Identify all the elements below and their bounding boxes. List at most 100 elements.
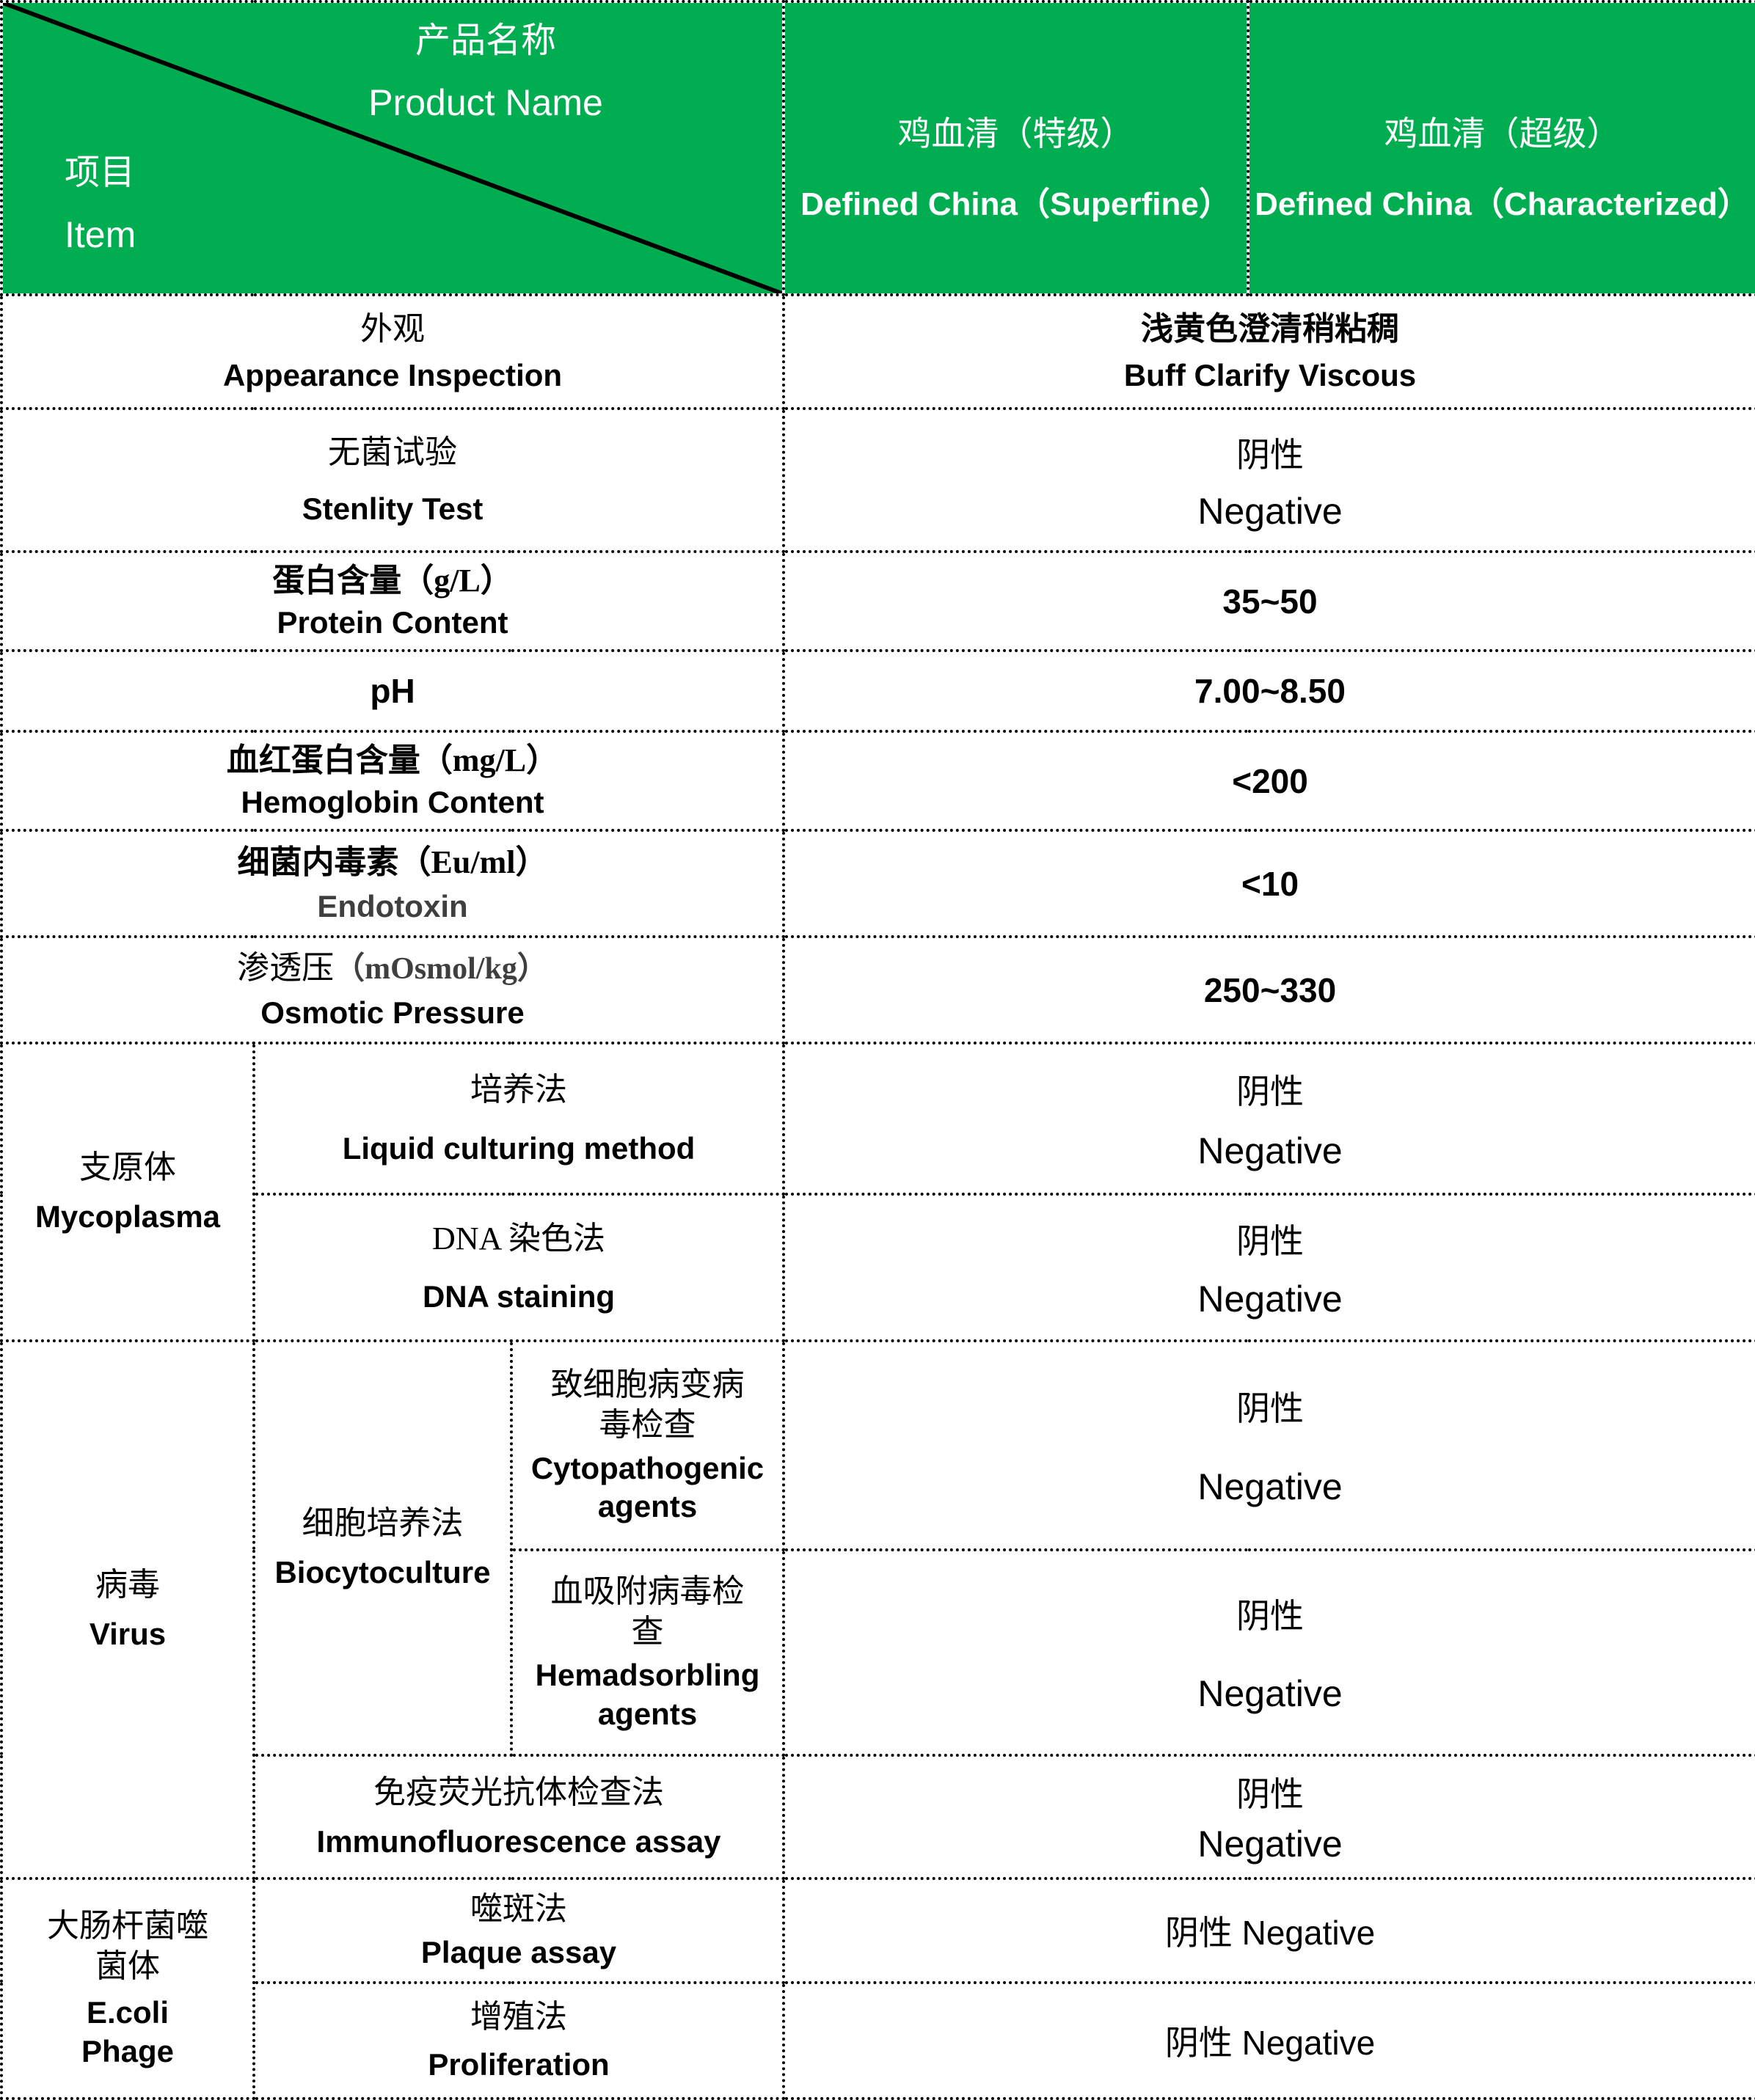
group-ecoli-label: 大肠杆菌噬菌体 E.coli Phage bbox=[0, 1876, 255, 2100]
protein-en: Protein Content bbox=[277, 604, 508, 640]
row-cytopathogenic-label: 致细胞病变病毒检查 Cytopathogenic agents bbox=[509, 1339, 786, 1551]
appearance-value-en: Buff Clarify Viscous bbox=[1123, 358, 1417, 393]
row-plaque-label: 噬斑法 Plaque assay bbox=[252, 1876, 786, 1984]
immunofluorescence-en: Immunofluorescence assay bbox=[316, 1824, 721, 1859]
header-col-superfine: 鸡血清（特级） Defined China（Superfine） bbox=[782, 0, 1250, 297]
row-hemoglobin-value: <200 bbox=[782, 730, 1755, 833]
hemadsorbling-en: Hemadsorbling agents bbox=[535, 1658, 760, 1731]
proliferation-zh: 增殖法 bbox=[470, 1999, 567, 2035]
hemoglobin-en: Hemoglobin Content bbox=[241, 785, 544, 819]
row-plaque-value: 阴性 Negative bbox=[782, 1876, 1755, 1984]
hemadsorbling-value-zh: 阴性 bbox=[1236, 1598, 1305, 1636]
sterility-value-zh: 阴性 bbox=[1236, 436, 1305, 474]
item-zh: 项目 bbox=[65, 153, 136, 192]
dna-value-zh: 阴性 bbox=[1236, 1222, 1305, 1260]
cytopathogenic-value-zh: 阴性 bbox=[1236, 1389, 1305, 1427]
row-appearance-value: 浅黄色澄清稍粘稠 Buff Clarify Viscous bbox=[782, 293, 1755, 411]
sterility-en: Stenlity Test bbox=[302, 491, 484, 526]
row-cytopathogenic-value: 阴性 Negative bbox=[782, 1339, 1755, 1551]
ph-label: pH bbox=[370, 672, 415, 711]
hemoglobin-zh: 血红蛋白含量（mg/L） bbox=[226, 742, 559, 779]
row-hemoglobin-label: 血红蛋白含量（mg/L） Hemoglobin Content bbox=[0, 730, 786, 833]
osmotic-zh-line: 渗透压（mOsmol/kg） bbox=[237, 948, 548, 989]
virus-en: Virus bbox=[89, 1617, 167, 1652]
osmotic-zh-unit: （mOsmol/kg） bbox=[334, 952, 548, 987]
mycoplasma-zh: 支原体 bbox=[79, 1149, 176, 1186]
row-dna-value: 阴性 Negative bbox=[782, 1192, 1755, 1342]
header-item: 项目 Item bbox=[65, 147, 136, 261]
product-name-zh: 产品名称 bbox=[415, 21, 556, 60]
immunofluorescence-value-zh: 阴性 bbox=[1236, 1776, 1305, 1814]
immunofluorescence-value-en: Negative bbox=[1197, 1823, 1343, 1865]
mycoplasma-en: Mycoplasma bbox=[34, 1199, 221, 1234]
superfine-zh: 鸡血清（特级） bbox=[897, 115, 1134, 153]
plaque-value: 阴性 Negative bbox=[1164, 1913, 1376, 1952]
group-virus-label: 病毒 Virus bbox=[0, 1339, 255, 1880]
virus-zh: 病毒 bbox=[95, 1567, 160, 1603]
row-osmotic-value: 250~330 bbox=[782, 935, 1755, 1045]
protein-zh: 蛋白含量（g/L） bbox=[272, 563, 513, 599]
sterility-value-en: Negative bbox=[1197, 490, 1343, 532]
row-culturing-value: 阴性 Negative bbox=[782, 1042, 1755, 1196]
appearance-zh: 外观 bbox=[360, 310, 425, 347]
hemadsorbling-value-en: Negative bbox=[1197, 1673, 1343, 1715]
protein-value: 35~50 bbox=[1222, 582, 1318, 621]
dna-zh: DNA 染色法 bbox=[432, 1221, 605, 1257]
row-protein-label: 蛋白含量（g/L） Protein Content bbox=[0, 550, 786, 653]
group-biocytoculture-label: 细胞培养法 Biocytoculture bbox=[252, 1339, 513, 1757]
row-hemadsorbling-label: 血吸附病毒检查 Hemadsorbling agents bbox=[509, 1548, 786, 1757]
dna-value-en: Negative bbox=[1197, 1278, 1343, 1320]
hemadsorbling-zh: 血吸附病毒检查 bbox=[550, 1573, 745, 1650]
cytopathogenic-zh: 致细胞病变病毒检查 bbox=[550, 1366, 745, 1443]
product-name-en: Product Name bbox=[368, 82, 603, 123]
culturing-value-zh: 阴性 bbox=[1236, 1073, 1305, 1111]
row-proliferation-value: 阴性 Negative bbox=[782, 1980, 1755, 2100]
cytopathogenic-zh-wrap: 致细胞病变病毒检查 bbox=[547, 1364, 749, 1445]
group-mycoplasma-label: 支原体 Mycoplasma bbox=[0, 1042, 255, 1342]
row-protein-value: 35~50 bbox=[782, 550, 1755, 653]
row-ph-label: pH bbox=[0, 649, 786, 733]
row-dna-label: DNA 染色法 DNA staining bbox=[252, 1192, 786, 1342]
header-product-name: 产品名称 Product Name bbox=[186, 15, 781, 129]
row-endotoxin-value: <10 bbox=[782, 829, 1755, 939]
row-osmotic-label: 渗透压（mOsmol/kg） Osmotic Pressure bbox=[0, 935, 786, 1045]
ecoli-zh: 大肠杆菌噬菌体 bbox=[47, 1908, 208, 1985]
superfine-en: Defined China（Superfine） bbox=[800, 186, 1231, 223]
immunofluorescence-zh: 免疫荧光抗体检查法 bbox=[373, 1774, 664, 1810]
diagonal-divider-line bbox=[4, 4, 781, 293]
row-culturing-label: 培养法 Liquid culturing method bbox=[252, 1042, 786, 1196]
culturing-value-en: Negative bbox=[1197, 1130, 1343, 1171]
row-appearance-label: 外观 Appearance Inspection bbox=[0, 293, 786, 411]
cytopathogenic-value-en: Negative bbox=[1197, 1466, 1343, 1508]
header-col-characterized: 鸡血清（超级） Defined China（Characterized） bbox=[1247, 0, 1755, 297]
row-proliferation-label: 增殖法 Proliferation bbox=[252, 1980, 786, 2100]
endotoxin-value: <10 bbox=[1241, 864, 1299, 903]
row-sterility-label: 无菌试验 Stenlity Test bbox=[0, 407, 786, 554]
ph-value: 7.00~8.50 bbox=[1194, 672, 1346, 711]
row-endotoxin-label: 细菌内毒素（Eu/ml） Endotoxin bbox=[0, 829, 786, 939]
sterility-zh: 无菌试验 bbox=[328, 434, 457, 471]
osmotic-zh: 渗透压 bbox=[237, 950, 335, 987]
characterized-zh: 鸡血清（超级） bbox=[1384, 115, 1621, 153]
ecoli-zh-wrap: 大肠杆菌噬菌体 bbox=[38, 1906, 217, 1986]
appearance-value-zh: 浅黄色澄清稍粘稠 bbox=[1141, 310, 1400, 347]
row-immunofluorescence-value: 阴性 Negative bbox=[782, 1753, 1755, 1880]
ecoli-en: E.coli Phage bbox=[81, 1995, 175, 2068]
hemadsorbling-zh-wrap: 血吸附病毒检查 bbox=[547, 1571, 749, 1652]
osmotic-en: Osmotic Pressure bbox=[260, 995, 525, 1030]
plaque-zh: 噬斑法 bbox=[470, 1890, 567, 1927]
plaque-en: Plaque assay bbox=[420, 1935, 617, 1970]
item-en: Item bbox=[65, 214, 136, 255]
dna-en: DNA staining bbox=[422, 1278, 616, 1314]
hemoglobin-value: <200 bbox=[1232, 761, 1308, 800]
characterized-en: Defined China（Characterized） bbox=[1255, 186, 1750, 223]
header-corner-cell: 产品名称 Product Name 项目 Item bbox=[0, 0, 786, 297]
culturing-zh: 培养法 bbox=[470, 1071, 567, 1108]
culturing-en: Liquid culturing method bbox=[342, 1130, 696, 1166]
row-sterility-value: 阴性 Negative bbox=[782, 407, 1755, 554]
appearance-en: Appearance Inspection bbox=[222, 358, 563, 393]
endotoxin-en: Endotoxin bbox=[317, 888, 468, 923]
cytopathogenic-en: Cytopathogenic agents bbox=[530, 1450, 765, 1524]
osmotic-value: 250~330 bbox=[1203, 970, 1337, 1009]
